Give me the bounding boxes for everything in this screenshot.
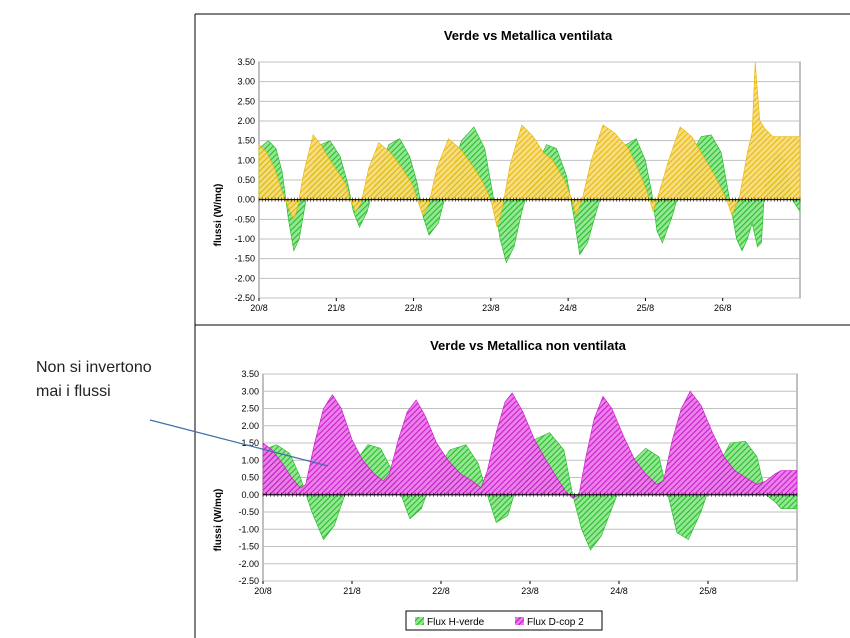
legend: Flux H-verde Flux D-cop 2 bbox=[405, 610, 603, 631]
annotation-arrow bbox=[149, 419, 329, 467]
chart1-y-tick-label: -1.00 bbox=[234, 234, 255, 244]
chart1-y-tick-label: -0.50 bbox=[234, 214, 255, 224]
chart1-y-tick-label: 2.50 bbox=[237, 96, 255, 106]
chart2-y-tick-label: 3.50 bbox=[241, 369, 259, 379]
chart-ventilata: Verde vs Metallica ventilata flussi (W/m… bbox=[213, 28, 801, 313]
chart2-y-tick-label: -2.00 bbox=[238, 559, 259, 569]
chart1-x-tick-label: 24/8 bbox=[559, 303, 577, 313]
chart2-y-tick-label: 1.50 bbox=[241, 438, 259, 448]
chart1-y-tick-label: 2.00 bbox=[237, 116, 255, 126]
chart2-x-tick-label: 24/8 bbox=[610, 586, 628, 596]
legend-label-magenta: Flux D-cop 2 bbox=[527, 617, 584, 628]
chart1-x-tick-label: 20/8 bbox=[250, 303, 268, 313]
chart1-x-tick-label: 23/8 bbox=[482, 303, 500, 313]
chart1-y-tick-label: -2.50 bbox=[234, 293, 255, 303]
chart2-y-tick-label: 2.00 bbox=[241, 421, 259, 431]
chart1-y-axis-label: flussi (W/mq) bbox=[213, 184, 224, 247]
chart2-x-tick-label: 20/8 bbox=[254, 586, 272, 596]
chart2-y-tick-label: 2.50 bbox=[241, 404, 259, 414]
chart1-x-tick-label: 22/8 bbox=[405, 303, 423, 313]
chart1-title: Verde vs Metallica ventilata bbox=[444, 28, 613, 43]
chart1-y-tick-label: 3.50 bbox=[237, 57, 255, 67]
chart2-x-tick-label: 25/8 bbox=[699, 586, 717, 596]
chart2-y-tick-label: 3.00 bbox=[241, 386, 259, 396]
chart2-x-tick-label: 23/8 bbox=[521, 586, 539, 596]
chart2-title: Verde vs Metallica non ventilata bbox=[430, 338, 627, 353]
chart1-x-tick-label: 21/8 bbox=[328, 303, 346, 313]
chart1-y-tick-label: 1.00 bbox=[237, 155, 255, 165]
chart2-x-tick-label: 21/8 bbox=[343, 586, 361, 596]
chart1-y-tick-label: -1.50 bbox=[234, 254, 255, 264]
chart-non-ventilata: Verde vs Metallica non ventilata flussi … bbox=[213, 338, 798, 596]
chart1-y-tick-label: -2.00 bbox=[234, 273, 255, 283]
chart1-x-tick-label: 26/8 bbox=[714, 303, 732, 313]
chart1-y-tick-label: 3.00 bbox=[237, 77, 255, 87]
chart2-y-tick-label: -1.00 bbox=[238, 524, 259, 534]
chart2-series-magenta-area bbox=[262, 390, 798, 499]
legend-label-green: Flux H-verde bbox=[427, 617, 485, 628]
chart1-y-tick-label: 0.00 bbox=[237, 195, 255, 205]
annotation-line-1: Non si invertono bbox=[36, 359, 152, 376]
legend-swatch-magenta bbox=[515, 617, 524, 625]
chart2-y-tick-label: 0.50 bbox=[241, 473, 259, 483]
annotation-line-2: mai i flussi bbox=[36, 383, 111, 400]
chart1-y-tick-label: 0.50 bbox=[237, 175, 255, 185]
chart2-y-tick-label: 1.00 bbox=[241, 455, 259, 465]
chart2-y-tick-label: -0.50 bbox=[238, 507, 259, 517]
legend-box bbox=[405, 610, 603, 631]
chart2-y-tick-label: -2.50 bbox=[238, 576, 259, 586]
chart2-y-axis-label: flussi (W/mq) bbox=[213, 489, 224, 552]
chart2-x-tick-label: 22/8 bbox=[432, 586, 450, 596]
chart1-x-tick-label: 25/8 bbox=[637, 303, 655, 313]
chart2-y-tick-label: -1.50 bbox=[238, 542, 259, 552]
chart1-series-yellow-area bbox=[258, 61, 801, 228]
chart1-y-tick-label: 1.50 bbox=[237, 136, 255, 146]
chart2-y-tick-label: 0.00 bbox=[241, 490, 259, 500]
annotation: Non si invertono mai i flussi bbox=[36, 359, 329, 467]
legend-swatch-green bbox=[415, 617, 424, 625]
